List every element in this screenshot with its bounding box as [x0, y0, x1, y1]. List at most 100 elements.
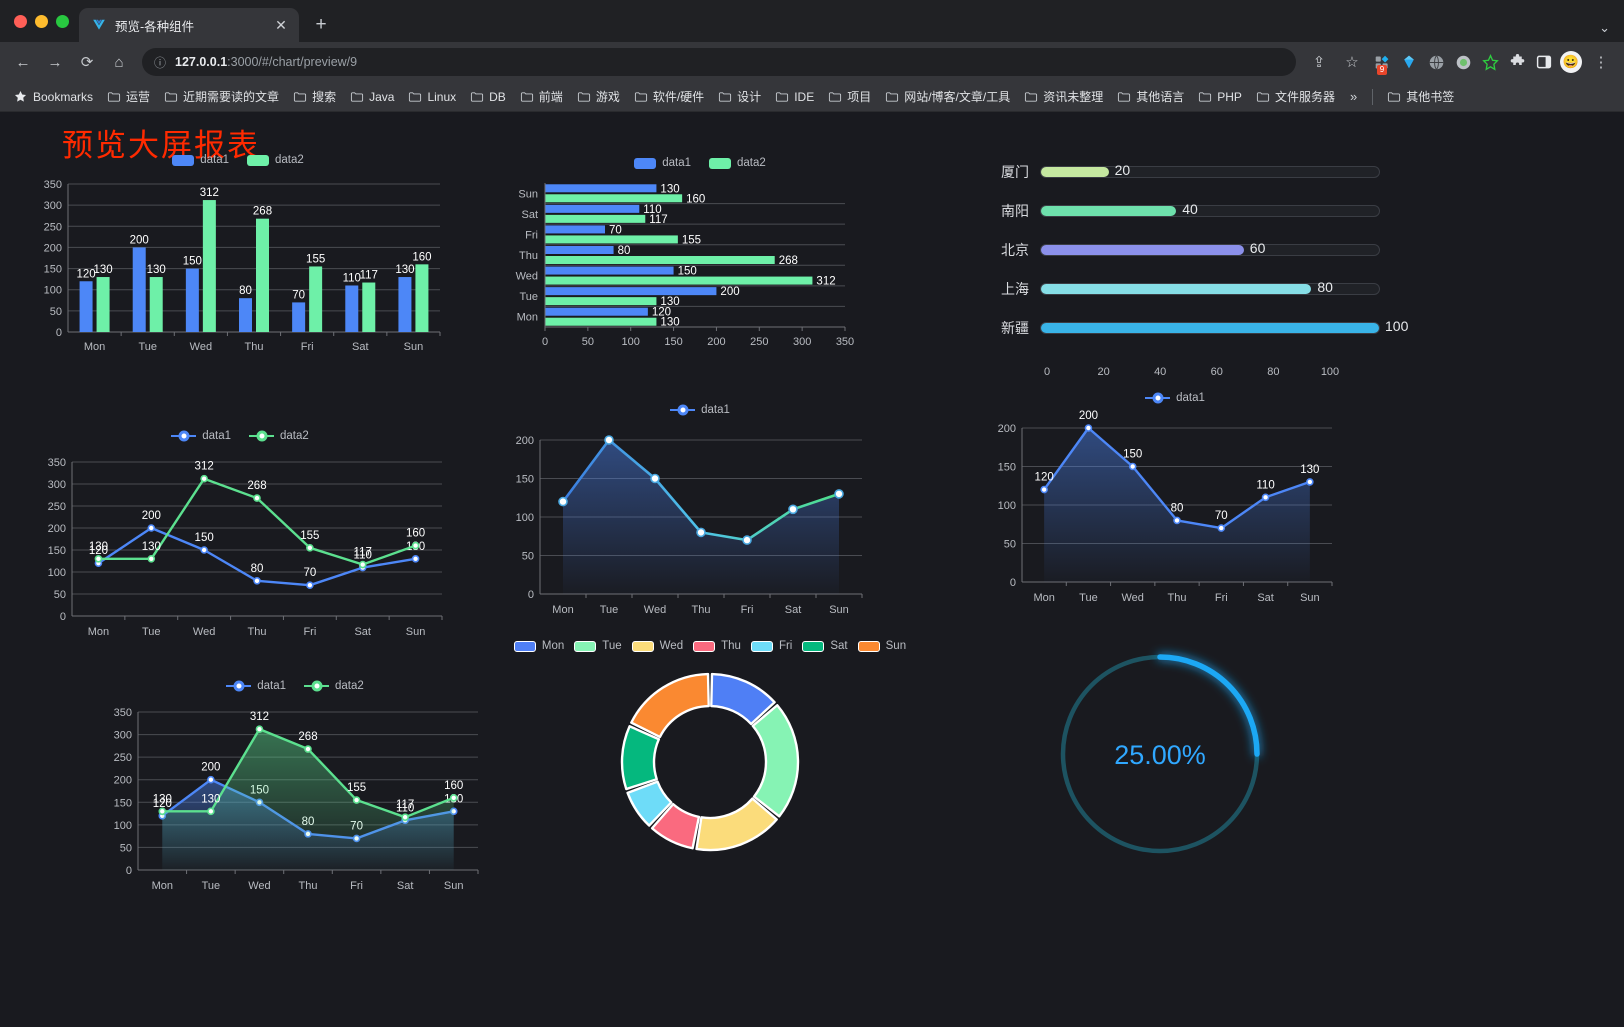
forward-button[interactable]: → — [47, 53, 63, 71]
close-window-button[interactable] — [14, 14, 27, 28]
minimize-window-button[interactable] — [35, 14, 48, 28]
bookmark-item[interactable]: 项目 — [822, 85, 877, 108]
legend-item[interactable]: data1 — [1145, 392, 1205, 404]
maximize-window-button[interactable] — [56, 14, 69, 28]
legend-item[interactable]: Wed — [631, 640, 683, 652]
folder-icon — [634, 90, 648, 104]
tab-search-chevron-icon[interactable]: ⌄ — [1599, 20, 1610, 35]
share-icon[interactable]: ⇪ — [1312, 54, 1326, 71]
site-info-icon[interactable]: ⓘ — [154, 55, 167, 70]
bookmark-item[interactable]: Linux — [402, 87, 462, 107]
reload-button[interactable]: ⟳ — [80, 54, 94, 71]
bookmark-item[interactable]: PHP — [1192, 87, 1248, 107]
bookmark-item[interactable]: 文件服务器 — [1250, 85, 1341, 108]
pie-slice[interactable] — [626, 780, 673, 827]
pie-slice[interactable] — [630, 672, 710, 739]
legend-item[interactable]: data1 — [634, 157, 691, 169]
legend-item[interactable]: data2 — [709, 157, 766, 169]
pie-slice[interactable] — [650, 802, 701, 850]
chart-text: 200 — [142, 510, 161, 522]
progress-label: 北京 — [1001, 242, 1029, 258]
legend-label: data2 — [737, 157, 766, 169]
legend-item[interactable]: data1 — [171, 430, 231, 442]
bar — [545, 297, 657, 306]
bookmark-manager-item[interactable]: Bookmarks — [8, 87, 99, 107]
legend-item[interactable]: Mon — [513, 640, 564, 652]
legend-bar-vertical: data1 data2 — [28, 154, 448, 166]
bookmark-item[interactable]: 游戏 — [571, 85, 626, 108]
legend-item[interactable]: data2 — [247, 154, 304, 166]
globe-extension-icon[interactable] — [1424, 50, 1448, 74]
diamond-extension-icon[interactable] — [1397, 50, 1421, 74]
legend-item[interactable]: Sun — [857, 640, 906, 652]
address-bar[interactable]: ⓘ 127.0.0.1:3000/#/chart/preview/9 — [142, 48, 1296, 76]
progress-fill — [1041, 284, 1312, 294]
extension-blocks-icon[interactable]: 9 — [1370, 50, 1394, 75]
legend-line-gradient: data1 — [500, 404, 900, 416]
legend-item[interactable]: data1 — [172, 154, 229, 166]
legend-item[interactable]: Thu — [693, 640, 741, 652]
chrome-menu-button[interactable]: ⋮ — [1593, 54, 1609, 71]
legend-item[interactable]: data2 — [249, 430, 309, 442]
profile-avatar[interactable]: 😀 — [1559, 50, 1583, 74]
bookmark-item[interactable]: 近期需要读的文章 — [158, 85, 285, 108]
progress-value: 20 — [1114, 162, 1131, 178]
bookmarks-overflow-button[interactable]: » — [1349, 89, 1358, 104]
pie-slice[interactable] — [620, 725, 661, 791]
legend-swatch — [1145, 397, 1171, 399]
bookmark-item[interactable]: 软件/硬件 — [628, 85, 710, 108]
bookmark-item[interactable]: 网站/博客/文章/工具 — [879, 85, 1016, 108]
legend-item[interactable]: data2 — [304, 680, 364, 692]
legend-item[interactable]: Tue — [574, 640, 622, 652]
bookmark-item[interactable]: Java — [344, 87, 400, 107]
back-button[interactable]: ← — [15, 53, 31, 71]
chart-text: 50 — [522, 551, 534, 563]
line-two-series-chart: 0 50 100 150 200 250 300 350 Mon Tue Wed Thu Fri Sat S… — [48, 457, 443, 638]
legend-swatch — [670, 409, 696, 411]
pie-slice[interactable] — [710, 672, 776, 726]
green-dot-extension-icon[interactable] — [1451, 50, 1475, 74]
bookmark-item[interactable]: 前端 — [514, 85, 569, 108]
side-panel-icon[interactable] — [1532, 50, 1556, 74]
tab-strip: 预览-各种组件 ✕ + ⌄ — [0, 0, 1624, 42]
progress-row: 上海 80 — [990, 277, 1380, 301]
chart-text: Sun — [518, 188, 538, 200]
progress-value: 60 — [1249, 240, 1266, 256]
chart-text: 200 — [201, 762, 220, 774]
chart-text: 100 — [1321, 366, 1339, 378]
progress-row: 厦门 20 — [990, 160, 1380, 184]
data-point — [1084, 424, 1093, 432]
chart-text: Sun — [1300, 592, 1320, 604]
bookmark-item[interactable]: 其他语言 — [1111, 85, 1190, 108]
bookmark-item[interactable]: 设计 — [712, 85, 767, 108]
data-point — [352, 796, 361, 804]
chart-text: 312 — [250, 711, 269, 723]
bar — [545, 276, 813, 285]
close-tab-icon[interactable]: ✕ — [275, 17, 287, 33]
bookmark-item[interactable]: 搜索 — [287, 85, 342, 108]
legend-item[interactable]: data1 — [226, 680, 286, 692]
bookmark-item[interactable]: IDE — [769, 87, 820, 107]
bookmark-item[interactable]: 运营 — [101, 85, 156, 108]
pie-slice[interactable] — [695, 797, 778, 852]
legend-item[interactable]: data1 — [670, 404, 730, 416]
window-controls[interactable] — [10, 0, 79, 42]
puzzle-extensions-icon[interactable] — [1505, 50, 1529, 74]
home-button[interactable]: ⌂ — [114, 53, 124, 71]
legend-swatch — [750, 640, 773, 652]
bookmark-item[interactable]: 资讯未整理 — [1018, 85, 1109, 108]
star-extension-icon[interactable] — [1478, 50, 1502, 74]
bookmark-item[interactable]: DB — [464, 87, 512, 107]
chart-text: Sat — [397, 880, 414, 892]
progress-label: 新疆 — [1001, 320, 1029, 336]
bookmark-label: 近期需要读的文章 — [183, 90, 280, 104]
bookmark-star-icon[interactable]: ☆ — [1345, 54, 1359, 71]
progress-track: 60 — [1040, 240, 1380, 256]
new-tab-button[interactable]: + — [315, 14, 327, 35]
bar — [545, 246, 614, 254]
legend-item[interactable]: Sat — [802, 640, 848, 652]
other-bookmarks-folder[interactable]: 其他书签 — [1381, 85, 1460, 108]
legend-item[interactable]: Fri — [750, 640, 792, 652]
pie-slice[interactable] — [751, 704, 800, 818]
browser-tab[interactable]: 预览-各种组件 ✕ — [79, 8, 299, 42]
